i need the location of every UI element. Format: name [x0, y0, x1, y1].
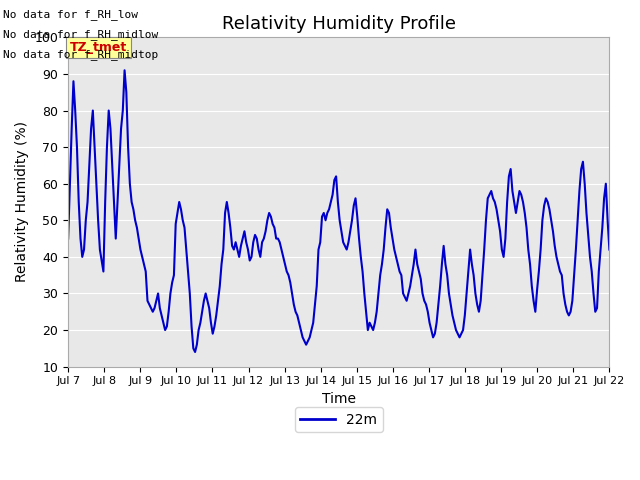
Title: Relativity Humidity Profile: Relativity Humidity Profile — [222, 15, 456, 33]
Text: No data for f_RH_midlow: No data for f_RH_midlow — [3, 29, 159, 40]
X-axis label: Time: Time — [322, 392, 356, 406]
Text: No data for f_RH_low: No data for f_RH_low — [3, 9, 138, 20]
Legend: 22m: 22m — [295, 407, 383, 432]
Text: TZ_tmet: TZ_tmet — [70, 41, 127, 54]
Y-axis label: Relativity Humidity (%): Relativity Humidity (%) — [15, 121, 29, 283]
Text: No data for f_RH_midtop: No data for f_RH_midtop — [3, 49, 159, 60]
